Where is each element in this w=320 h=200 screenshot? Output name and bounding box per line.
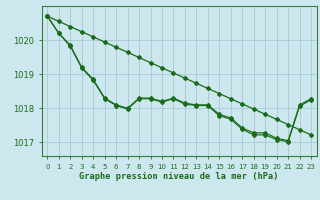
X-axis label: Graphe pression niveau de la mer (hPa): Graphe pression niveau de la mer (hPa): [79, 172, 279, 181]
